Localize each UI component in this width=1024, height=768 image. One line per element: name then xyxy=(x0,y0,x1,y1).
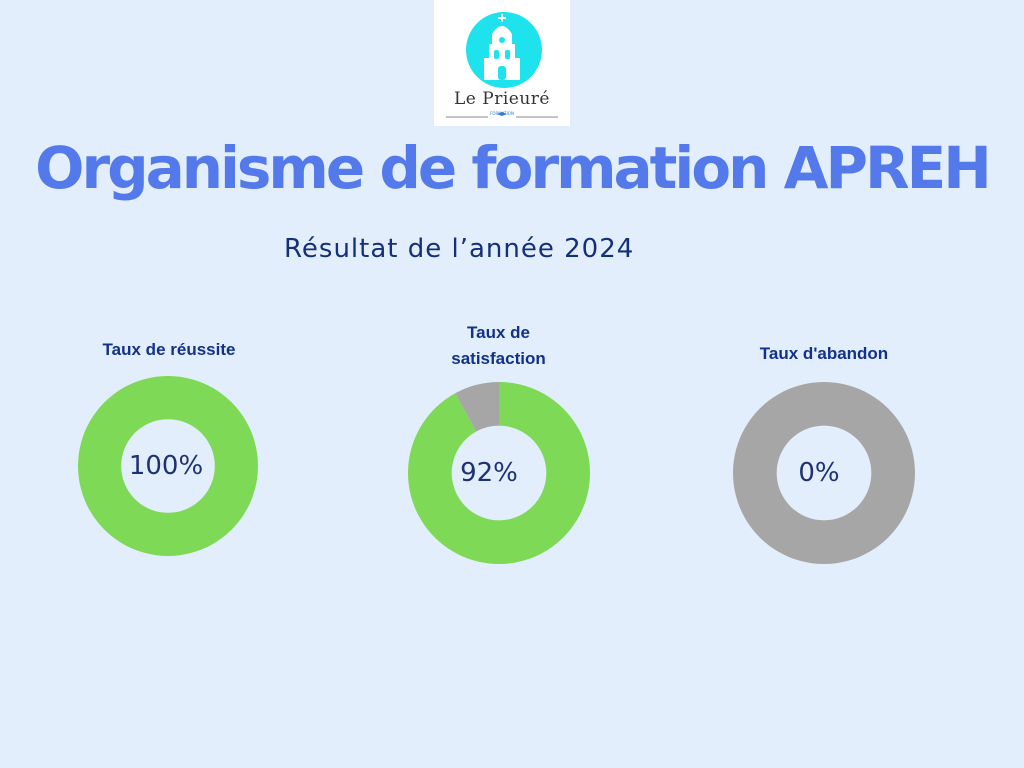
donut-value-label: 92% xyxy=(460,458,518,488)
chapel-icon xyxy=(446,12,558,118)
donut-chart-satisfaction: 92% xyxy=(408,382,590,564)
page-title: Organisme de formation APREH xyxy=(35,134,992,202)
chart-title-satisfaction: Taux de satisfaction xyxy=(451,323,546,368)
donut-chart-abandon: 0% xyxy=(732,382,915,564)
page-subtitle: Résultat de l’année 2024 xyxy=(284,234,635,264)
logo: Le Prieuré FORMATION xyxy=(434,0,570,126)
donut-chart-reussite: 100% xyxy=(77,376,258,556)
donut-value-label: 0% xyxy=(798,458,839,488)
logo-subtitle: FORMATION xyxy=(490,111,514,116)
chart-title-abandon: Taux d'abandon xyxy=(759,344,889,363)
donut-value-label: 100% xyxy=(129,451,203,481)
donut-slice-1-0 xyxy=(408,382,590,564)
chart-title-reussite: Taux de réussite xyxy=(102,340,236,359)
donut-slice-2-1 xyxy=(732,382,915,564)
donut-slice-1-1 xyxy=(455,382,499,432)
logo-name: Le Prieuré xyxy=(454,89,550,109)
donut-slice-0-0 xyxy=(77,376,258,556)
